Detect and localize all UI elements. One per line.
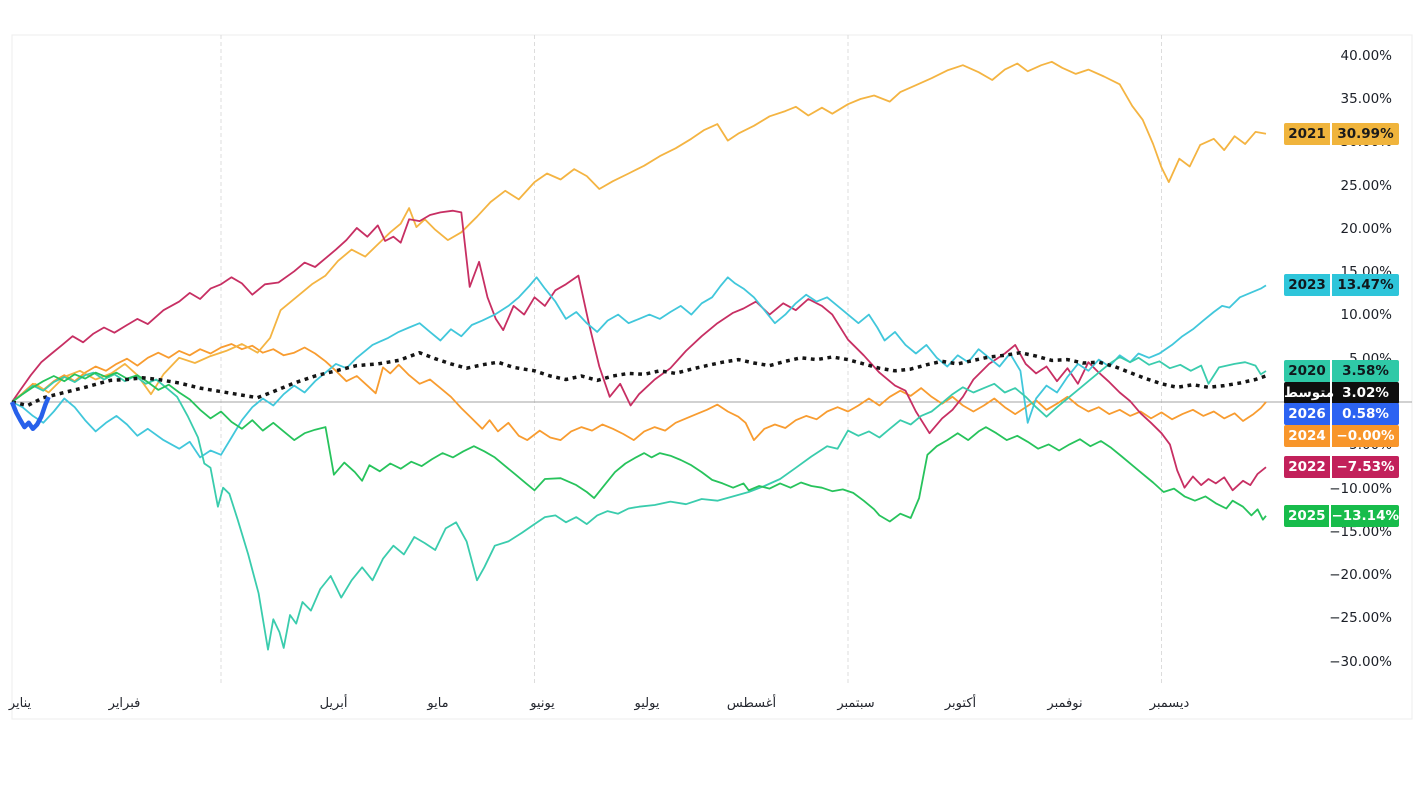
- x-month-label: يناير: [8, 696, 32, 711]
- series-line-avg[interactable]: [11, 350, 1267, 408]
- series-value-label: 30.99%: [1330, 122, 1399, 145]
- series-value-label: −13.14%: [1329, 504, 1399, 527]
- x-month-label: فبراير: [108, 696, 141, 711]
- series-badge-2026[interactable]: 2026 0.58%: [1284, 403, 1399, 425]
- series-line-2026[interactable]: [9, 396, 51, 432]
- x-month-label: مايو: [427, 696, 449, 711]
- series-year-label: متوسط: [1284, 384, 1335, 401]
- series-badge-2025[interactable]: 2025 −13.14%: [1284, 504, 1399, 527]
- series-year-label: 2025: [1287, 507, 1326, 524]
- series-year-label: 2022: [1288, 459, 1326, 476]
- y-tick-label: 20.00%: [1340, 220, 1392, 237]
- y-tick-label: −30.00%: [1329, 653, 1392, 670]
- x-month-label: يوليو: [634, 696, 660, 711]
- y-tick-label: −25.00%: [1329, 610, 1392, 627]
- series-value-label: 3.58%: [1330, 360, 1399, 382]
- series-value-label: −7.53%: [1330, 456, 1399, 479]
- series-line-2020[interactable]: [11, 356, 1267, 651]
- y-tick-label: 25.00%: [1340, 177, 1392, 194]
- series-value-label: 0.58%: [1330, 403, 1399, 425]
- x-month-label: أبريل: [319, 696, 348, 711]
- series-year-label: 2026: [1288, 406, 1326, 422]
- series-badge-2020[interactable]: 2020 3.58%: [1284, 360, 1399, 382]
- x-month-label: أغسطس: [726, 696, 777, 711]
- series-badge-avg[interactable]: متوسط 3.02%: [1284, 381, 1399, 404]
- x-month-label: أكتوبر: [944, 696, 977, 711]
- x-month-label: ديسمبر: [1149, 696, 1190, 711]
- x-month-label: يونيو: [530, 696, 555, 711]
- y-tick-label: 10.00%: [1340, 307, 1392, 324]
- y-tick-label: −10.00%: [1329, 480, 1392, 497]
- series-badge-2024[interactable]: 2024 −0.00%: [1284, 424, 1399, 447]
- y-tick-label: 40.00%: [1340, 47, 1392, 64]
- series-line-2025[interactable]: [11, 371, 1267, 523]
- y-tick-label: −20.00%: [1329, 567, 1392, 584]
- series-line-2021[interactable]: [11, 60, 1267, 403]
- x-month-label: سبتمبر: [837, 696, 875, 711]
- y-tick-label: −15.00%: [1329, 523, 1392, 540]
- series-value-label: −0.00%: [1330, 424, 1399, 447]
- chart-border: [11, 34, 1413, 720]
- series-badge-2021[interactable]: 2021 30.99%: [1284, 122, 1399, 145]
- series-value-label: 3.02%: [1330, 381, 1399, 404]
- series-value-label: 13.47%: [1330, 274, 1399, 297]
- series-year-label: 2024: [1288, 427, 1326, 444]
- series-year-label: 2021: [1288, 125, 1326, 142]
- series-badge-2022[interactable]: 2022 −7.53%: [1284, 456, 1399, 479]
- series-year-label: 2020: [1288, 363, 1326, 379]
- y-tick-label: 35.00%: [1340, 91, 1392, 107]
- series-badge-2023[interactable]: 2023 13.47%: [1284, 274, 1399, 297]
- series-line-2022[interactable]: [11, 209, 1267, 492]
- series-line-2023[interactable]: [11, 276, 1267, 459]
- x-month-label: نوفمبر: [1047, 696, 1083, 711]
- series-year-label: 2023: [1288, 277, 1326, 294]
- series-line-2024[interactable]: [11, 343, 1267, 442]
